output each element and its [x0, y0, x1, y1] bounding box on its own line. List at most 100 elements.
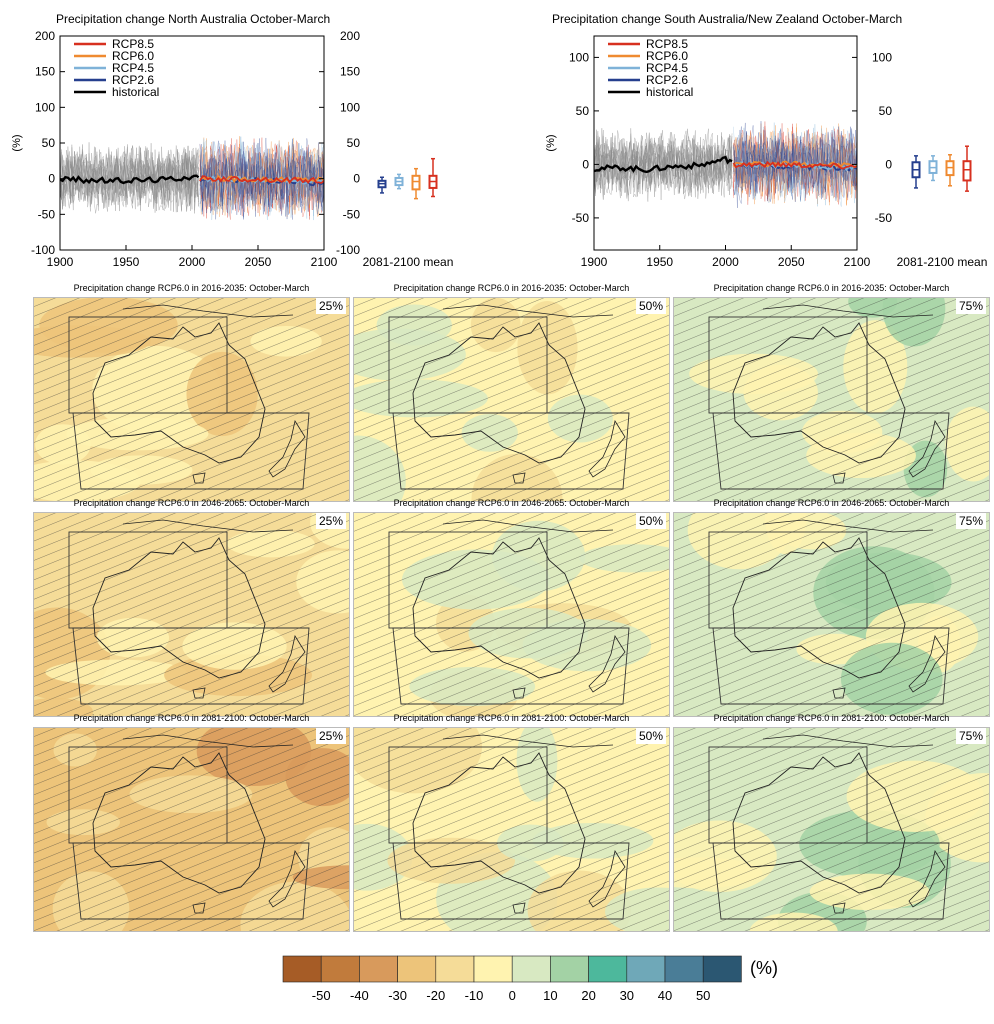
RCP8.5-member: [199, 137, 324, 216]
new-zealand-coastline: [588, 419, 626, 478]
colorbar-tick-label: 0: [509, 988, 516, 1003]
y-tick-label-right: 50: [879, 104, 893, 118]
colorbar-segment: [550, 955, 589, 983]
colorbar-tick-label: -20: [426, 988, 445, 1003]
new-zealand-coastline: [268, 419, 306, 478]
indonesia-coastline: [762, 519, 934, 533]
map-frame: [353, 727, 670, 932]
legend-label-RCP4.5: RCP4.5: [646, 61, 688, 75]
indonesia-coastline: [122, 734, 294, 748]
y-tick-label: 150: [35, 65, 55, 79]
colorbar-segment: [435, 955, 475, 983]
colorbar-tick-label: 30: [620, 988, 634, 1003]
y-axis-label: (%): [11, 134, 23, 151]
y-tick-label: 50: [576, 104, 590, 118]
RCP8.5-member: [199, 140, 324, 215]
tasmania-coastline: [832, 902, 846, 914]
colorbar-tick-label: 20: [581, 988, 595, 1003]
tasmania-coastline: [192, 902, 206, 914]
RCP6.0-member: [199, 137, 324, 215]
map-frame: [33, 512, 350, 717]
map-title: Precipitation change RCP6.0 in 2016-2035…: [73, 283, 310, 293]
x-tick-label: 2100: [844, 255, 871, 269]
RCP4.5-member: [199, 138, 324, 213]
side-label: 2081-2100 mean: [897, 255, 988, 269]
map-panel: [353, 512, 670, 717]
tasmania-coastline: [192, 472, 206, 484]
RCP8.5-member: [199, 144, 324, 215]
australia-coastline: [92, 537, 266, 679]
new-zealand-coastline: [588, 634, 626, 693]
map-frame: [353, 512, 670, 717]
tasmania-coastline: [512, 902, 526, 914]
legend-label-RCP6.0: RCP6.0: [112, 49, 154, 63]
ts-plot-area: [60, 136, 324, 221]
x-tick-label: 1950: [113, 255, 140, 269]
y-tick-label: -50: [572, 211, 590, 225]
colorbar-segment: [588, 955, 628, 983]
y-tick-label-right: -50: [875, 211, 893, 225]
significance-hatching: [33, 727, 350, 932]
y-tick-label: 100: [35, 100, 55, 114]
legend-label-RCP6.0: RCP6.0: [646, 49, 688, 63]
y-tick-label: -100: [31, 243, 55, 257]
tasmania-coastline: [512, 472, 526, 484]
legend-label-RCP8.5: RCP8.5: [646, 37, 688, 51]
tasmania-coastline: [832, 687, 846, 699]
RCP8.5-member: [199, 138, 324, 220]
y-axis-label: (%): [545, 134, 557, 151]
box-body: [411, 174, 421, 191]
y-tick-label-right: 0: [353, 172, 360, 186]
box-RCP2.6: [911, 155, 921, 189]
new-zealand-coastline: [268, 634, 306, 693]
map-panel: [33, 512, 350, 717]
colorbar-tick-label: -30: [388, 988, 407, 1003]
box-RCP8.5: [428, 157, 438, 198]
x-tick-label: 1900: [581, 255, 608, 269]
south-australia-nz-region: [72, 842, 310, 920]
y-tick-label: 50: [42, 136, 56, 150]
map-title: Precipitation change RCP6.0 in 2046-2065…: [713, 498, 950, 508]
percentile-label: 50%: [636, 298, 667, 314]
colorbar-tick-label: -40: [350, 988, 369, 1003]
legend-label-RCP2.6: RCP2.6: [112, 73, 154, 87]
ts1-chart: -100 -100 -50 -50 0 0 50 50 100 100 150 150 200 200 19…: [11, 29, 453, 269]
RCP6.0-member: [199, 145, 324, 217]
map-title: Precipitation change RCP6.0 in 2046-2065…: [73, 498, 310, 508]
tasmania-coastline: [512, 687, 526, 699]
y-tick-label: -50: [38, 207, 56, 221]
colorbar-segment: [320, 955, 360, 983]
RCP4.5-member: [733, 127, 857, 204]
map-panel: [673, 512, 990, 717]
percentile-label: 25%: [316, 513, 347, 529]
south-australia-nz-region: [392, 412, 630, 490]
south-australia-nz-region: [712, 842, 950, 920]
map-frame: [33, 727, 350, 932]
x-tick-label: 2000: [179, 255, 206, 269]
map-title: Precipitation change RCP6.0 in 2081-2100…: [713, 713, 950, 723]
percentile-label: 50%: [636, 728, 667, 744]
x-tick-label: 2000: [712, 255, 739, 269]
RCP6.0-member: [733, 123, 857, 205]
box-RCP4.5: [928, 155, 938, 182]
map-title: Precipitation change RCP6.0 in 2016-2035…: [393, 283, 630, 293]
colorbar-segment: [626, 955, 666, 983]
tasmania-coastline: [832, 472, 846, 484]
south-australia-nz-region: [712, 627, 950, 705]
box-RCP6.0: [411, 167, 421, 200]
box-RCP2.6: [377, 176, 387, 194]
y-tick-label: 200: [35, 29, 55, 43]
indonesia-coastline: [762, 304, 934, 318]
map-panel: [353, 297, 670, 502]
RCP4.5-member: [733, 127, 857, 207]
significance-hatching: [673, 297, 990, 502]
indonesia-coastline: [122, 519, 294, 533]
RCP4.5-member: [733, 122, 857, 200]
y-tick-label-right: -50: [343, 207, 361, 221]
new-zealand-coastline: [908, 419, 946, 478]
box-RCP8.5: [962, 145, 972, 192]
x-tick-label: 1950: [646, 255, 673, 269]
ts1-title: Precipitation change North Australia Oct…: [56, 12, 331, 26]
south-australia-nz-region: [72, 627, 310, 705]
y-tick-label-right: -100: [336, 243, 360, 257]
